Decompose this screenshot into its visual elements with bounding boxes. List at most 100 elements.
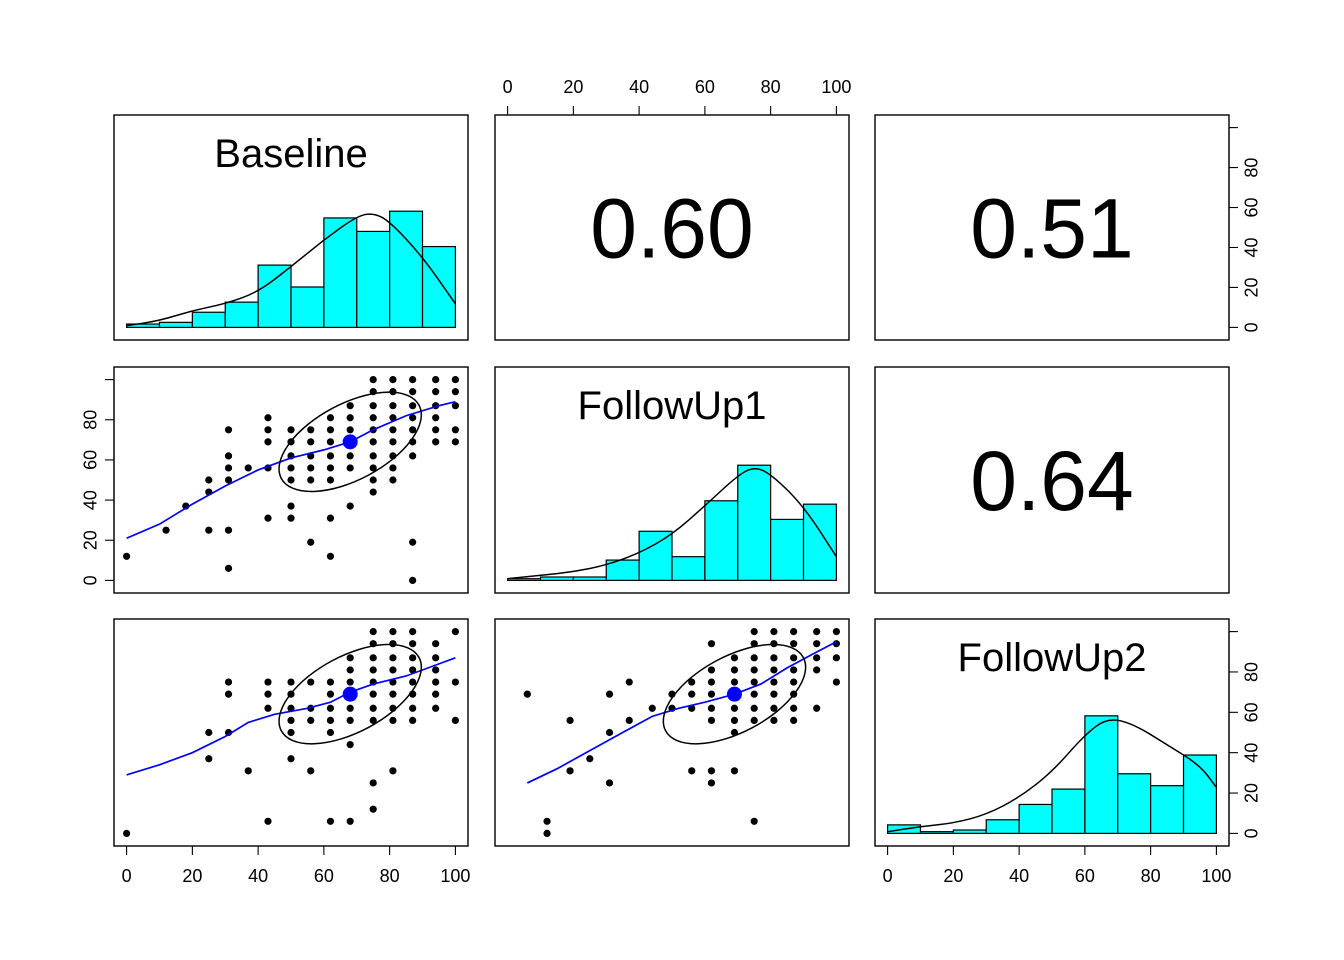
scatter-point bbox=[369, 805, 377, 813]
variable-label-followup1: FollowUp1 bbox=[578, 384, 767, 428]
hist-bar bbox=[323, 217, 358, 329]
tick-label: 80 bbox=[380, 866, 400, 886]
tick-label: 100 bbox=[1201, 866, 1231, 886]
scatter-point bbox=[264, 817, 272, 825]
scatter-point bbox=[369, 628, 377, 636]
correlation-label-1-2: 0.64 bbox=[970, 434, 1134, 528]
scatter-point bbox=[409, 426, 417, 434]
scatter-point bbox=[389, 628, 397, 636]
scatter-point bbox=[389, 716, 397, 724]
scatter-point bbox=[750, 704, 758, 712]
tick-label: 20 bbox=[1242, 277, 1262, 297]
scatter-point bbox=[586, 755, 594, 763]
tick-label: 0 bbox=[81, 575, 101, 585]
scatter-point bbox=[326, 476, 335, 484]
scatter-point bbox=[688, 690, 696, 698]
scatter-point bbox=[264, 514, 272, 522]
variable-label-followup2: FollowUp2 bbox=[958, 636, 1147, 680]
tick-label: 40 bbox=[248, 866, 268, 886]
hist-bar bbox=[257, 264, 292, 329]
scatter-point bbox=[790, 628, 798, 636]
scatter-point bbox=[750, 817, 758, 825]
scatter-point bbox=[346, 426, 354, 434]
hist-bar bbox=[507, 578, 542, 581]
scatter-point bbox=[625, 716, 633, 724]
scatter-point bbox=[307, 716, 315, 724]
correlation-label-0-1: 0.60 bbox=[590, 182, 754, 276]
scatter-point bbox=[523, 690, 531, 698]
scatter-point bbox=[346, 464, 354, 472]
scatter-point bbox=[287, 514, 295, 522]
hist-bar bbox=[572, 576, 607, 582]
hist-bar bbox=[1084, 715, 1119, 834]
scatter-point bbox=[432, 388, 440, 396]
scatter-point bbox=[409, 678, 417, 686]
scatter-point bbox=[790, 678, 798, 686]
loess-curve bbox=[126, 400, 456, 540]
scatter-point bbox=[389, 640, 397, 648]
scatter-point bbox=[813, 654, 821, 662]
scatter-point bbox=[409, 628, 417, 636]
scatter-point bbox=[605, 779, 614, 787]
scatter-point bbox=[326, 426, 335, 434]
tick-label: 20 bbox=[943, 866, 963, 886]
scatter-point bbox=[389, 376, 397, 384]
y-axis-left-followup1: 0 20 40 60 80 bbox=[81, 379, 115, 585]
scatter-point bbox=[389, 426, 397, 434]
tick-label: 0 bbox=[503, 77, 513, 97]
tick-label: 20 bbox=[182, 866, 202, 886]
scatter-point bbox=[307, 767, 315, 775]
scatter-point bbox=[326, 414, 335, 422]
tick-label: 0 bbox=[883, 866, 893, 886]
scatter-point bbox=[326, 452, 335, 460]
scatter-point bbox=[750, 716, 758, 724]
hist-bar bbox=[539, 576, 574, 582]
scatter-point bbox=[790, 704, 798, 712]
scatter-panel-baseline-followup2 bbox=[123, 628, 459, 838]
scatter-point bbox=[369, 438, 377, 446]
scatter-point bbox=[389, 767, 397, 775]
density-curve bbox=[126, 213, 457, 327]
histogram-baseline: Baseline bbox=[125, 132, 457, 329]
scatter-point bbox=[432, 666, 440, 674]
scatter-point bbox=[409, 716, 417, 724]
density-curve bbox=[507, 468, 838, 580]
hist-bar bbox=[704, 500, 739, 582]
hist-bar bbox=[158, 321, 193, 328]
scatter-point bbox=[369, 414, 377, 422]
scatter-point bbox=[409, 576, 417, 585]
tick-label: 0 bbox=[1242, 322, 1262, 332]
scatter-point bbox=[264, 414, 272, 422]
scatter-point bbox=[369, 488, 377, 496]
scatter-point bbox=[389, 464, 397, 472]
scatter-point bbox=[730, 728, 739, 737]
scatter-point bbox=[307, 678, 315, 686]
panel-frame-0-0 bbox=[113, 114, 469, 341]
scatter-point bbox=[625, 678, 633, 686]
scatter-point bbox=[307, 476, 315, 484]
scatter-point bbox=[326, 464, 335, 472]
scatter-point bbox=[688, 678, 696, 686]
scatter-point bbox=[264, 438, 272, 446]
tick-label: 60 bbox=[81, 450, 101, 470]
scatter-point bbox=[707, 716, 716, 724]
scatter-panel-baseline-followup1 bbox=[123, 376, 459, 585]
hist-bar bbox=[421, 245, 456, 328]
scatter-point bbox=[369, 690, 377, 698]
scatter-point bbox=[205, 526, 213, 534]
scatter-point bbox=[770, 704, 778, 712]
scatter-point bbox=[287, 678, 295, 686]
tick-label: 60 bbox=[1242, 702, 1262, 722]
scatter-point bbox=[346, 716, 354, 724]
hist-bar bbox=[224, 301, 259, 329]
scatter-point bbox=[770, 640, 778, 648]
scatter-point bbox=[409, 376, 417, 384]
scatter-point bbox=[730, 666, 739, 674]
scatter-point bbox=[369, 452, 377, 460]
tick-label: 100 bbox=[440, 866, 470, 886]
panel-frame-1-1 bbox=[494, 366, 850, 594]
scatter-point bbox=[750, 666, 758, 674]
scatter-point bbox=[750, 628, 758, 636]
scatter-point bbox=[389, 438, 397, 446]
scatter-point bbox=[770, 678, 778, 686]
